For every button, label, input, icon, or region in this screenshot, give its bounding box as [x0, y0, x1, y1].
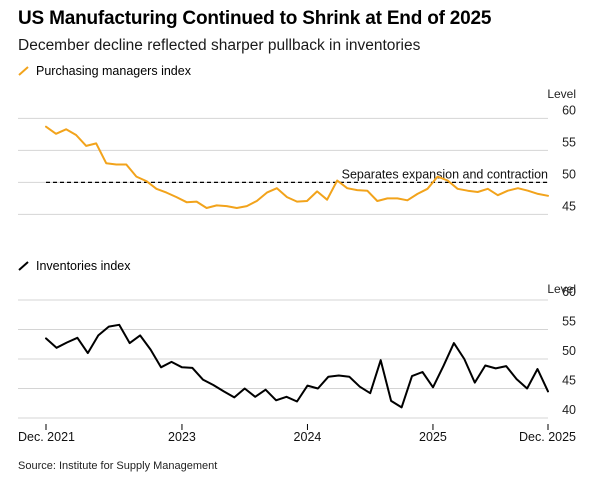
legend-pmi-label: Purchasing managers index [36, 64, 191, 78]
y-tick-label: 55 [562, 135, 576, 149]
legend-pmi: Purchasing managers index [18, 64, 191, 78]
x-tick-label: 2024 [294, 430, 322, 444]
series-line [45, 323, 549, 409]
x-tick-label: Dec. 2025 [519, 430, 576, 444]
y-axis-title: Level [547, 87, 576, 101]
x-tick-label: 2025 [419, 430, 447, 444]
y-tick-label: 45 [562, 374, 576, 388]
x-tick-label: Dec. 2021 [18, 430, 75, 444]
legend-inventories-label: Inventories index [36, 259, 131, 273]
y-tick-label: 60 [562, 103, 576, 117]
y-tick-label: 50 [562, 167, 576, 181]
y-tick-label: 60 [562, 285, 576, 299]
y-tick-label: 45 [562, 199, 576, 213]
chart-subtitle: December decline reflected sharper pullb… [18, 37, 421, 54]
chart-title: US Manufacturing Continued to Shrink at … [18, 8, 492, 29]
legend-pmi-swatch [18, 66, 29, 76]
y-axis-title: Level [547, 282, 576, 296]
legend-inventories-swatch [18, 261, 29, 271]
source-note: Source: Institute for Supply Management [18, 460, 218, 472]
y-tick-label: 50 [562, 344, 576, 358]
y-tick-label: 40 [562, 403, 576, 417]
series-line [45, 125, 549, 209]
reference-line-label: Separates expansion and contraction [342, 167, 548, 181]
x-tick-label: 2023 [168, 430, 196, 444]
y-tick-label: 55 [562, 315, 576, 329]
legend-inventories: Inventories index [18, 259, 131, 273]
